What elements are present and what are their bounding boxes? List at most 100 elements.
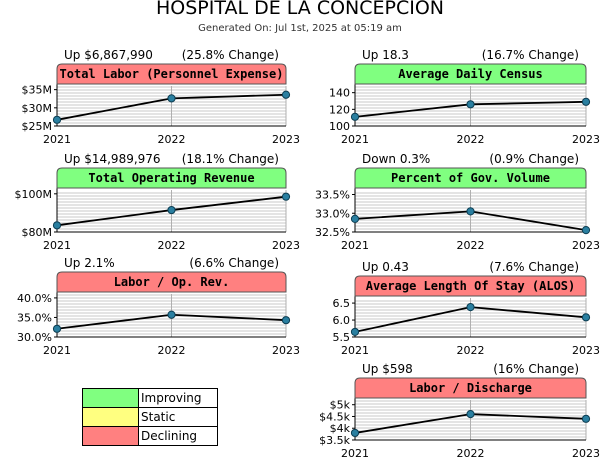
y-tick-label: 35.0%	[17, 311, 52, 324]
legend-label-static: Static	[138, 407, 218, 427]
legend-label-improving: Improving	[138, 388, 218, 408]
legend-row-declining: Declining	[82, 426, 218, 446]
x-tick-label: 2023	[572, 447, 600, 460]
page-title: HOSPITAL DE LA CONCEPCION	[155, 0, 445, 19]
x-tick-label: 2021	[43, 133, 71, 146]
y-tick-label: $25M	[22, 120, 53, 133]
percent-change-text: (0.9% Change)	[489, 152, 579, 166]
legend-swatch-static	[82, 407, 139, 427]
data-point	[466, 410, 475, 419]
chart-panel: Down 0.3% (0.9% Change) 32.5% 33.0% 33.5% 202…	[315, 152, 600, 252]
data-point	[167, 310, 176, 319]
y-tick-label: $80M	[22, 226, 53, 239]
percent-change-text: (7.6% Change)	[489, 260, 579, 274]
data-point	[167, 205, 176, 215]
data-point	[52, 324, 62, 333]
change-text: Up 18.3	[362, 48, 409, 62]
data-point	[350, 327, 360, 337]
data-point	[466, 303, 475, 312]
change-text: Down 0.3%	[362, 152, 430, 166]
x-tick-label: 2023	[272, 239, 300, 252]
y-tick-label: 6.5	[333, 297, 351, 310]
legend-swatch-declining	[82, 426, 139, 446]
chart-panel: Up $14,989,976 (18.1% Change) $80M $100M 202…	[15, 152, 301, 252]
x-tick-label: 2021	[341, 447, 369, 460]
x-tick-label: 2021	[43, 344, 71, 357]
legend-label-declining: Declining	[138, 426, 218, 446]
y-tick-label: 33.0%	[315, 207, 350, 220]
x-tick-label: 2021	[341, 344, 369, 357]
legend: Improving Static Declining	[82, 388, 218, 446]
x-tick-label: 2023	[572, 239, 600, 252]
x-tick-label: 2022	[457, 447, 485, 460]
y-tick-label: $4k	[330, 422, 351, 435]
percent-change-text: (16% Change)	[493, 362, 579, 376]
x-tick-label: 2022	[457, 344, 485, 357]
y-tick-label: 120	[329, 103, 350, 116]
data-point	[281, 90, 291, 99]
chart-title: Average Length Of Stay (ALOS)	[366, 279, 576, 293]
data-point	[281, 316, 291, 325]
legend-swatch-improving	[82, 388, 139, 408]
change-text: Up $598	[362, 362, 413, 376]
x-tick-label: 2021	[341, 133, 369, 146]
x-tick-label: 2023	[572, 133, 600, 146]
data-point	[581, 313, 591, 322]
x-tick-label: 2022	[158, 344, 186, 357]
chart-panel: Up 2.1% (6.6% Change) 30.0% 35.0% 40.0% 2021 2…	[17, 256, 300, 357]
x-tick-label: 2022	[158, 133, 186, 146]
x-tick-label: 2022	[457, 239, 485, 252]
grid-lines	[354, 298, 587, 337]
chart-title-box	[354, 63, 587, 85]
data-point	[466, 207, 475, 216]
chart-panel: Up $598 (16% Change) $3.5k$4k$4.5k$5k 2021 2…	[319, 362, 600, 460]
x-tick-label: 2021	[341, 239, 369, 252]
generated-timestamp: Generated On: Jul 1st, 2025 at 05:19 am	[198, 23, 402, 34]
change-text: Up 2.1%	[64, 256, 115, 270]
chart-title: Total Labor (Personnel Expense)	[60, 67, 284, 81]
y-tick-label: 33.5%	[315, 189, 350, 202]
x-tick-label: 2023	[572, 344, 600, 357]
y-tick-label: 100	[329, 120, 350, 133]
grid-lines	[354, 400, 587, 440]
legend-row-improving: Improving	[82, 388, 218, 408]
y-tick-label: $5k	[330, 399, 351, 412]
change-text: Up $6,867,990	[64, 48, 153, 62]
data-point	[350, 214, 360, 223]
y-tick-label: 40.0%	[17, 292, 52, 305]
data-point	[350, 428, 360, 438]
x-tick-label: 2023	[272, 344, 300, 357]
data-point	[281, 192, 291, 201]
chart-title-box	[56, 167, 287, 189]
y-tick-label: $35M	[22, 84, 53, 97]
data-point	[581, 97, 591, 106]
y-tick-label: $4.5k	[319, 410, 350, 423]
data-point	[167, 94, 176, 103]
chart-title: Total Operating Revenue	[88, 171, 254, 185]
x-tick-label: 2021	[43, 239, 71, 252]
data-point	[581, 226, 591, 235]
y-tick-label: $100M	[15, 188, 53, 201]
chart-panel: Up 0.43 (7.6% Change) 5.5 6.0 6.5 2021 2022 202…	[333, 260, 600, 357]
chart-panel: Up $6,867,990 (25.8% Change) $25M $30M $35M 2…	[22, 48, 301, 146]
chart-title: Labor / Discharge	[409, 381, 532, 395]
grid-lines	[56, 86, 287, 126]
chart-title-box	[56, 271, 287, 293]
data-point	[350, 112, 360, 121]
percent-change-text: (16.7% Change)	[482, 48, 579, 62]
y-tick-label: 30.0%	[17, 331, 52, 344]
chart-title: Labor / Op. Rev.	[114, 275, 230, 289]
percent-change-text: (18.1% Change)	[182, 152, 279, 166]
change-text: Up $14,989,976	[64, 152, 161, 166]
data-point	[581, 414, 591, 423]
change-text: Up 0.43	[362, 260, 409, 274]
chart-title-box	[354, 275, 587, 297]
chart-title-box	[354, 377, 587, 399]
x-tick-label: 2022	[158, 239, 186, 252]
data-point	[52, 221, 62, 230]
x-tick-label: 2022	[457, 133, 485, 146]
y-tick-label: 140	[329, 87, 350, 100]
percent-change-text: (25.8% Change)	[182, 48, 279, 62]
y-tick-label: 6.0	[333, 314, 351, 327]
chart-title: Average Daily Census	[398, 67, 543, 81]
